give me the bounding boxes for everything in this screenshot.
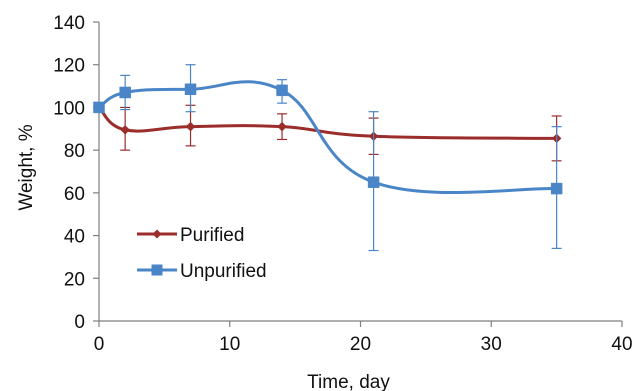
- x-axis-title: Time, day: [307, 372, 390, 391]
- axis-ticks: 0 20 40 60 80 100 120 140 0 10 20 30 40: [53, 13, 632, 355]
- y-tick-label: 40: [64, 227, 85, 248]
- data-point-purified: [185, 121, 196, 132]
- data-point-unpurified: [367, 176, 380, 188]
- series-purified: [94, 102, 562, 162]
- data-point-unpurified: [550, 182, 563, 195]
- y-tick-label: 100: [53, 98, 85, 119]
- legend-item-purified: Purified: [137, 225, 244, 246]
- legend-label-unpurified: Unpurified: [180, 261, 267, 282]
- y-axis-title: Weight, %: [16, 124, 37, 210]
- y-tick-label: 20: [64, 269, 85, 290]
- data-point-unpurified: [184, 83, 197, 96]
- y-tick-label: 120: [53, 56, 85, 77]
- series-line-purified: [97, 106, 557, 140]
- x-tick-label: 0: [94, 334, 105, 355]
- y-tick-label: 0: [74, 312, 85, 333]
- data-point-unpurified: [119, 86, 131, 99]
- x-tick-label: 40: [611, 334, 632, 355]
- y-tick-label: 140: [53, 13, 85, 34]
- plot-area: 0 20 40 60 80 100 120 140 0 10 20 30 40: [53, 13, 632, 355]
- x-tick-label: 10: [219, 334, 240, 355]
- legend-item-unpurified: Unpurified: [137, 261, 267, 282]
- legend-label-purified: Purified: [180, 225, 244, 246]
- legend-marker-purified: [152, 229, 162, 239]
- data-point-purified: [277, 121, 287, 132]
- data-point-purified: [120, 125, 131, 135]
- y-tick-label: 60: [64, 184, 85, 205]
- legend-marker-unpurified: [151, 264, 163, 276]
- x-tick-label: 30: [481, 334, 502, 355]
- legend: Purified Unpurified: [137, 225, 267, 282]
- series-layer: [93, 64, 563, 252]
- y-tick-label: 80: [64, 141, 85, 162]
- data-point-unpurified: [93, 101, 105, 114]
- data-point-unpurified: [276, 84, 288, 97]
- x-tick-label: 20: [350, 334, 371, 355]
- series-unpurified: [93, 64, 563, 252]
